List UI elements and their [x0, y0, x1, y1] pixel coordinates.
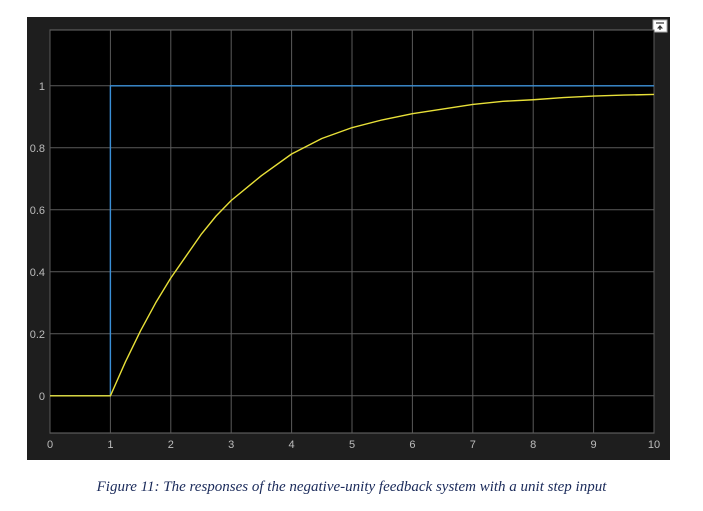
restore-axes-icon [656, 22, 664, 30]
x-tick-label: 1 [107, 439, 113, 451]
x-tick-label: 2 [168, 439, 174, 451]
restore-axes-button[interactable] [652, 19, 668, 33]
x-tick-label: 0 [47, 439, 53, 451]
system-response-line [50, 93, 655, 397]
chart-svg: 0 1 2 3 4 5 6 7 8 9 10 0 0.2 0.4 0.6 0.8 1 [27, 17, 670, 460]
y-tick-label: 0.8 [30, 143, 45, 155]
y-tick-label: 0.6 [30, 205, 45, 217]
y-tick-label: 1 [39, 81, 45, 93]
x-tick-label: 10 [648, 439, 660, 451]
figure-caption: Figure 11: The responses of the negative… [96, 479, 607, 495]
y-tick-label: 0.4 [30, 267, 45, 279]
y-tick-label: 0.2 [30, 329, 45, 341]
x-tick-label: 7 [470, 439, 476, 451]
x-axis-tick-labels: 0 1 2 3 4 5 6 7 8 9 10 [47, 439, 660, 451]
y-tick-label: 0 [39, 391, 45, 403]
y-axis-tick-labels: 0 0.2 0.4 0.6 0.8 1 [30, 81, 45, 403]
scope-figure: 0 1 2 3 4 5 6 7 8 9 10 0 0.2 0.4 0.6 0.8 1 [27, 17, 670, 460]
x-tick-label: 8 [530, 439, 536, 451]
x-tick-label: 5 [349, 439, 355, 451]
x-tick-label: 4 [289, 439, 295, 451]
series-layer [50, 85, 655, 397]
x-tick-label: 6 [409, 439, 415, 451]
x-tick-label: 3 [228, 439, 234, 451]
x-tick-label: 9 [591, 439, 597, 451]
